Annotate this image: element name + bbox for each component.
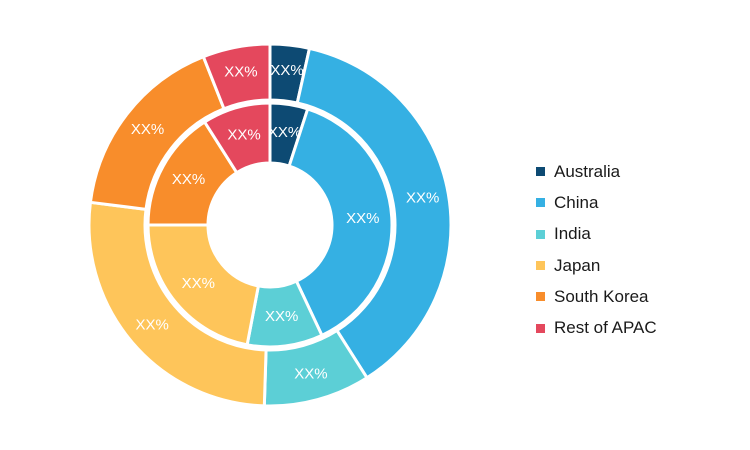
legend-swatch-icon [536, 167, 545, 177]
outer-slice-rest-of-apac [201, 42, 272, 111]
legend-swatch-icon [536, 198, 545, 208]
legend-label: Australia [554, 161, 621, 181]
inner-slice-label-japan: XX% [182, 275, 215, 292]
legend: Australia China India Japan South Korea Rest … [536, 156, 657, 344]
legend-label: South Korea [554, 286, 649, 306]
outer-slice-label-india: XX% [294, 365, 327, 382]
legend-swatch-icon [536, 292, 545, 302]
outer-slice-label-japan: XX% [135, 317, 168, 334]
legend-item-india: India [536, 219, 657, 250]
legend-item-rest-of-apac: Rest of APAC [536, 312, 657, 343]
outer-slice-label-south-korea: XX% [131, 121, 164, 138]
inner-slice-japan [146, 223, 261, 347]
legend-swatch-icon [536, 261, 545, 271]
legend-label: Rest of APAC [554, 318, 657, 338]
outer-slice-label-rest-of-apac: XX% [224, 64, 257, 81]
inner-slice-rest-of-apac [202, 101, 272, 175]
inner-slice-label-rest-of-apac: XX% [227, 127, 260, 144]
inner-slice-label-china: XX% [346, 210, 379, 227]
inner-slice-label-india: XX% [265, 308, 298, 325]
legend-item-australia: Australia [536, 156, 657, 187]
legend-swatch-icon [536, 229, 545, 239]
outer-slice-label-china: XX% [406, 189, 439, 206]
inner-slice-label-australia: XX% [268, 124, 301, 141]
inner-slice-china [287, 107, 394, 338]
outer-slice-china [295, 46, 453, 380]
outer-slice-label-australia: XX% [270, 62, 303, 79]
legend-item-japan: Japan [536, 250, 657, 281]
legend-label: India [554, 224, 591, 244]
legend-item-south-korea: South Korea [536, 281, 657, 312]
legend-item-china: China [536, 187, 657, 218]
legend-label: Japan [554, 255, 601, 275]
legend-swatch-icon [536, 323, 545, 333]
inner-slice-label-south-korea: XX% [172, 171, 205, 188]
legend-label: China [554, 192, 599, 212]
